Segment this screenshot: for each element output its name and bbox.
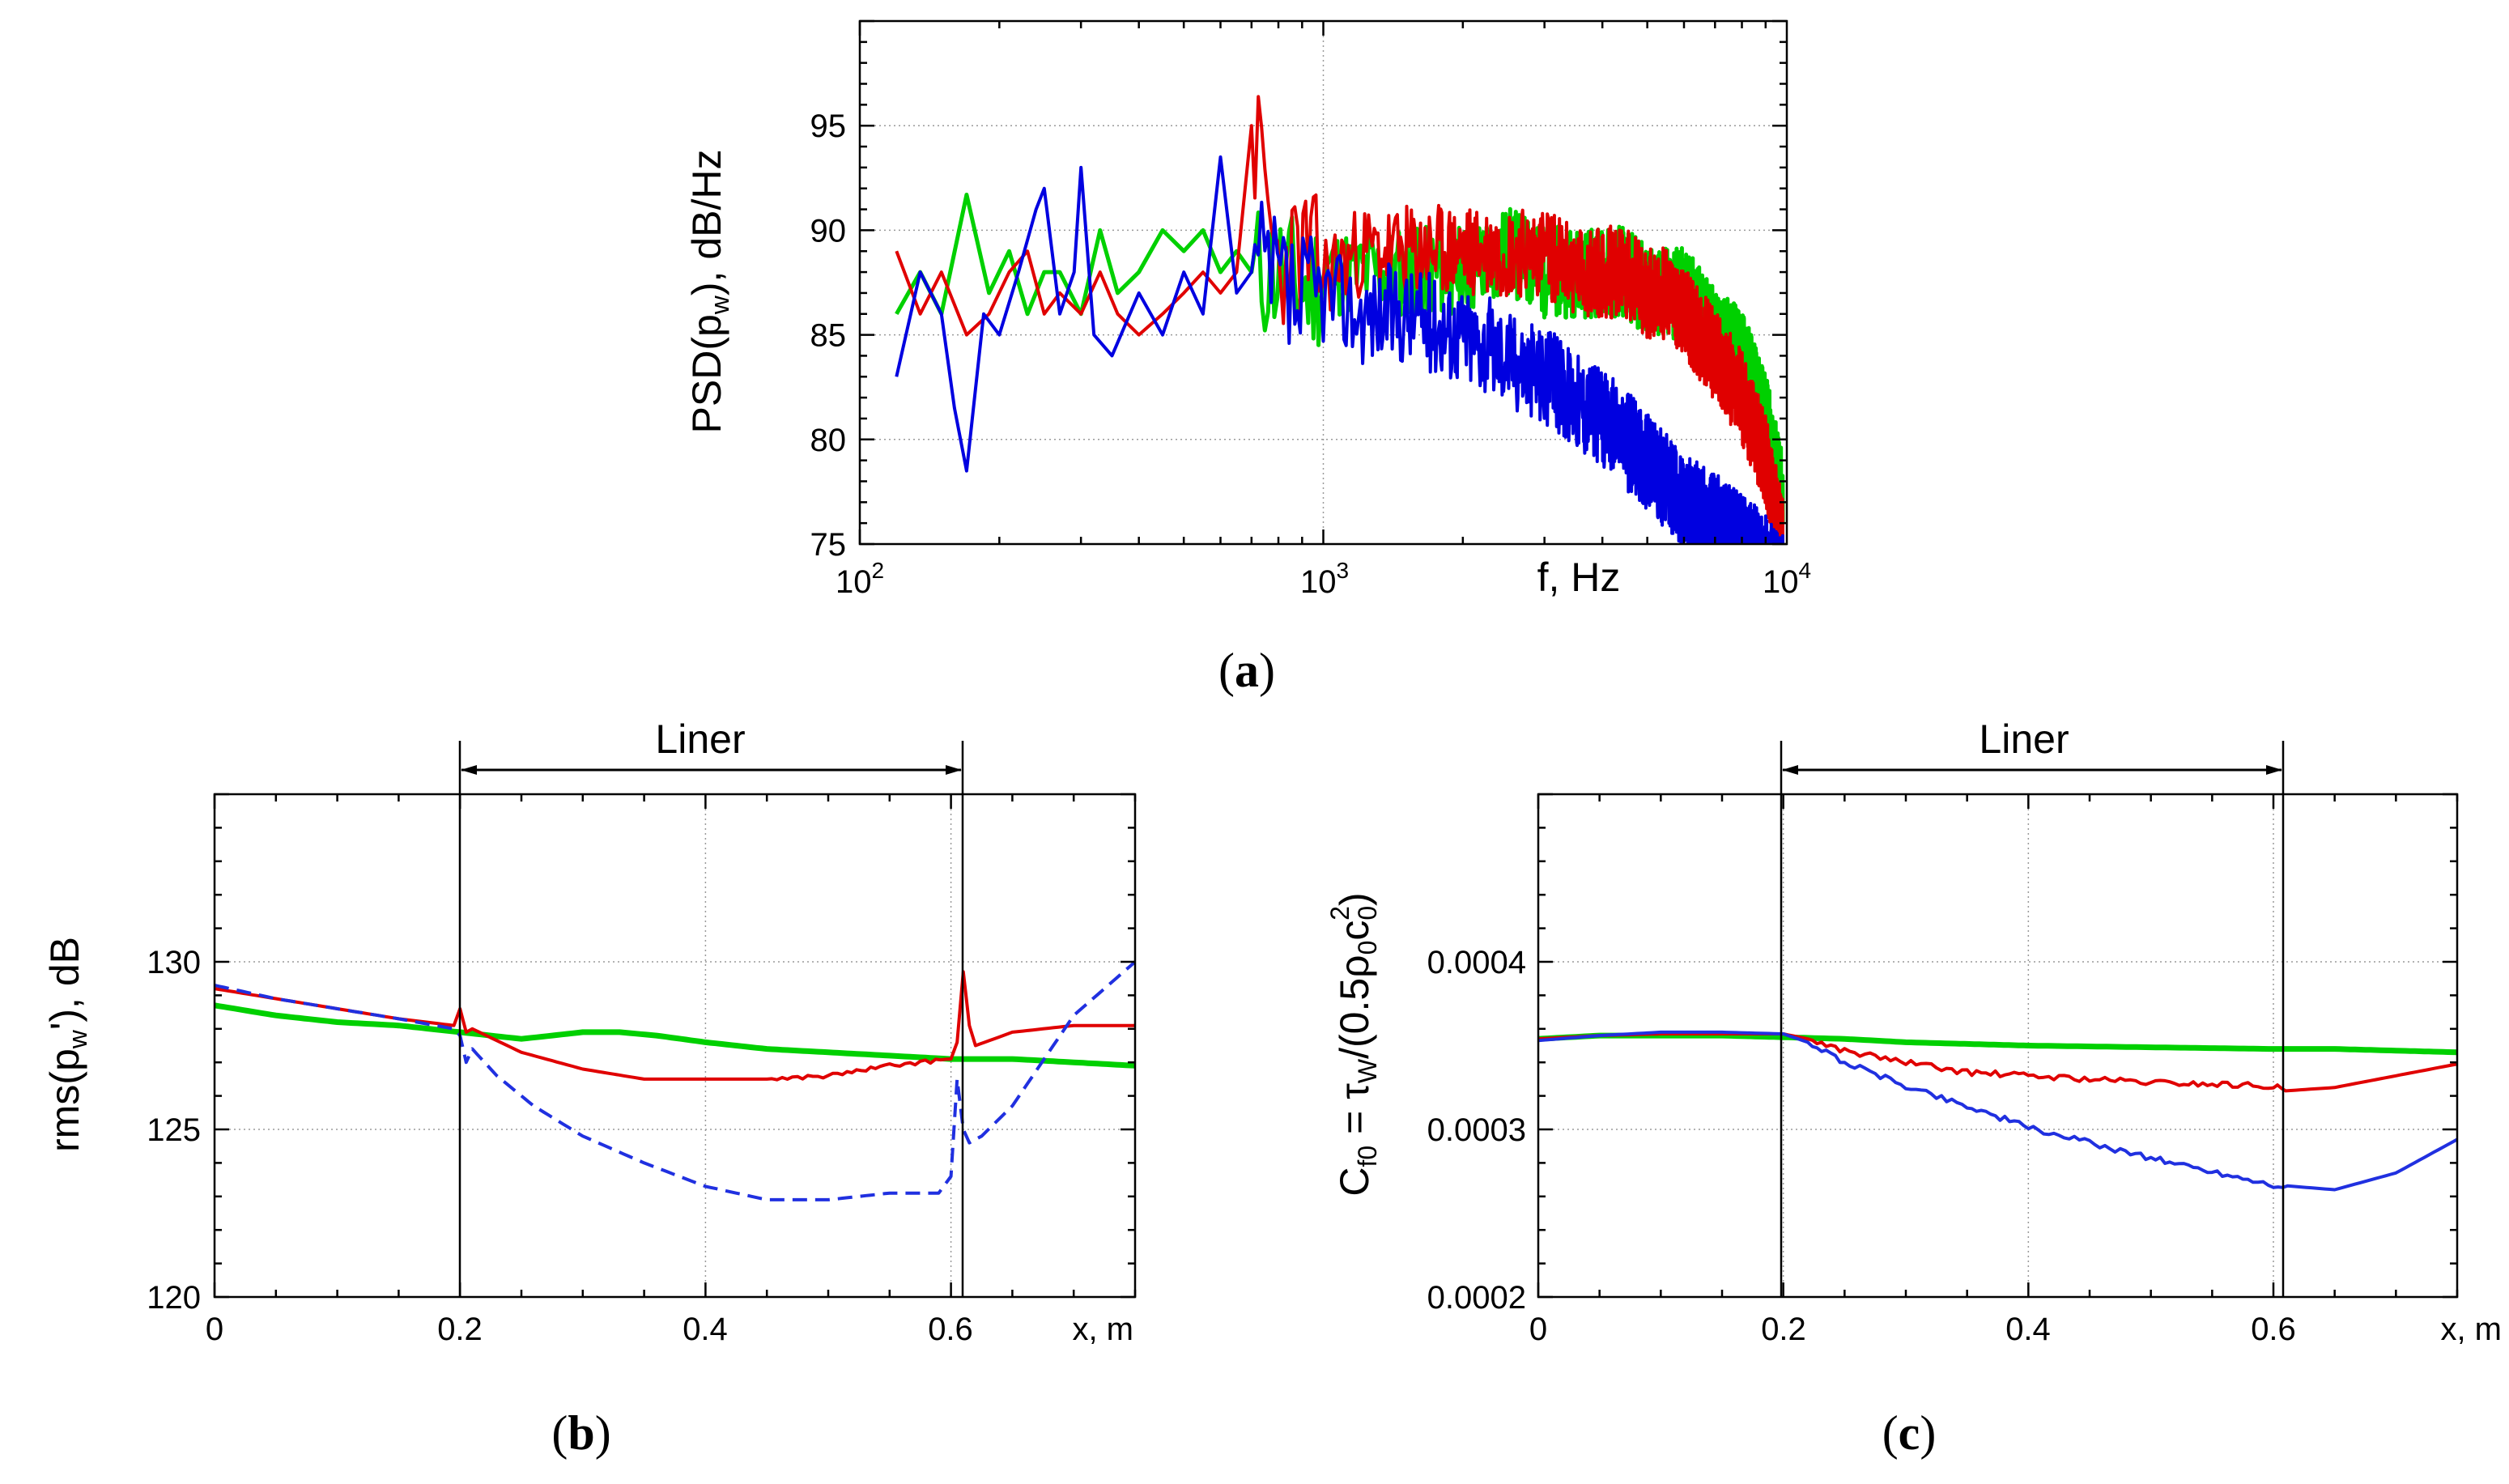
chart-b-ytick-label: 125 bbox=[147, 1112, 201, 1148]
chart-b-xtick-label: 0 bbox=[206, 1312, 223, 1347]
chart-b-series-red bbox=[215, 970, 1135, 1082]
chart-b-ytick-label: 130 bbox=[147, 945, 201, 980]
chart-b-frame bbox=[213, 793, 1137, 1299]
chart-b-ylabel: rms(pw'), dB bbox=[42, 937, 92, 1152]
chart-a-ytick-label: 90 bbox=[810, 213, 847, 249]
chart-b-series bbox=[215, 960, 1135, 1201]
chart-a-series-red bbox=[895, 95, 1784, 544]
chart-c-series-green bbox=[1538, 1032, 2457, 1056]
chart-a-xtick-label: 103 bbox=[1300, 558, 1349, 600]
chart-b-series-blue bbox=[215, 960, 1135, 1201]
chart-b-caption: (b) bbox=[551, 1406, 610, 1460]
chart-b-gridlines bbox=[215, 794, 1135, 1298]
chart-b-xlabel: x, m bbox=[1072, 1312, 1133, 1347]
chart-a-series-blue bbox=[895, 155, 1784, 544]
chart-a-ytick-label: 75 bbox=[810, 527, 847, 563]
chart-b-xtick-label: 0.4 bbox=[683, 1312, 728, 1347]
chart-c-tickmarks bbox=[1537, 793, 2459, 1299]
chart-c-ytick-label: 0.0002 bbox=[1427, 1280, 1526, 1316]
chart-c-caption: (c) bbox=[1882, 1406, 1937, 1460]
chart-b-tickmarks bbox=[213, 793, 1137, 1299]
chart-c-ytick-label: 0.0004 bbox=[1427, 945, 1526, 980]
chart-b-xtick-label: 0.2 bbox=[437, 1312, 483, 1347]
chart-a-xtick-label: 104 bbox=[1763, 558, 1811, 600]
chart-a-xlabel: f, Hz bbox=[1537, 555, 1621, 600]
chart-c-xtick-label: 0.4 bbox=[2005, 1312, 2051, 1347]
chart-a-ytick-label: 95 bbox=[810, 108, 847, 144]
chart-b-ytick-label: 120 bbox=[147, 1280, 201, 1316]
chart-a-xtick-label: 102 bbox=[836, 558, 884, 600]
chart-c-ytick-label: 0.0003 bbox=[1427, 1112, 1526, 1148]
chart-b-series-green bbox=[215, 1002, 1135, 1069]
chart-c-gridlines bbox=[1538, 794, 2457, 1298]
chart-c-series-red bbox=[1538, 1032, 2457, 1093]
chart-a-ylabel: PSD(pw), dB/Hz bbox=[684, 150, 734, 434]
chart-c-liner-label: Liner bbox=[1979, 716, 2069, 762]
chart-panel-a: 75 80 85 90 95 102 103 104 f, Hz PSD(pw)… bbox=[684, 19, 1811, 697]
chart-c-ylabel: Cf0 = τW/(0.5ρ0c02) bbox=[1325, 892, 1382, 1196]
chart-c-xtick-label: 0.6 bbox=[2251, 1312, 2296, 1347]
chart-c-y-tick-labels: 0.0002 0.0003 0.0004 bbox=[1427, 945, 1526, 1316]
chart-b-x-tick-labels: 0 0.2 0.4 0.6 bbox=[206, 1312, 973, 1347]
chart-b-xtick-label: 0.6 bbox=[928, 1312, 973, 1347]
chart-c-series bbox=[1538, 1030, 2457, 1192]
chart-b-liner-label: Liner bbox=[655, 716, 745, 762]
chart-c-xtick-label: 0.2 bbox=[1761, 1312, 1806, 1347]
chart-a-ytick-label: 80 bbox=[810, 423, 847, 458]
chart-a-ytick-label: 85 bbox=[810, 318, 847, 354]
chart-a-caption: (a) bbox=[1218, 644, 1275, 697]
chart-c-xlabel: x, m bbox=[2440, 1312, 2502, 1347]
chart-a-y-tick-labels: 75 80 85 90 95 bbox=[810, 108, 847, 563]
chart-a-tickmarks bbox=[858, 19, 1787, 546]
chart-panel-c: Liner 0.0002 0.0003 0.0004 0 0.2 0.4 0.6… bbox=[1325, 716, 2502, 1460]
chart-c-frame bbox=[1537, 793, 2459, 1299]
chart-panel-b: Liner 120 125 130 0 0.2 0.4 0.6 x, m rms… bbox=[42, 716, 1137, 1460]
chart-a-series bbox=[895, 95, 1785, 544]
chart-c-xtick-label: 0 bbox=[1529, 1312, 1547, 1347]
chart-c-x-tick-labels: 0 0.2 0.4 0.6 bbox=[1529, 1312, 2296, 1347]
chart-c-series-blue bbox=[1538, 1030, 2457, 1192]
chart-a-x-tick-labels: 102 103 104 bbox=[836, 558, 1811, 600]
chart-b-y-tick-labels: 120 125 130 bbox=[147, 945, 201, 1316]
